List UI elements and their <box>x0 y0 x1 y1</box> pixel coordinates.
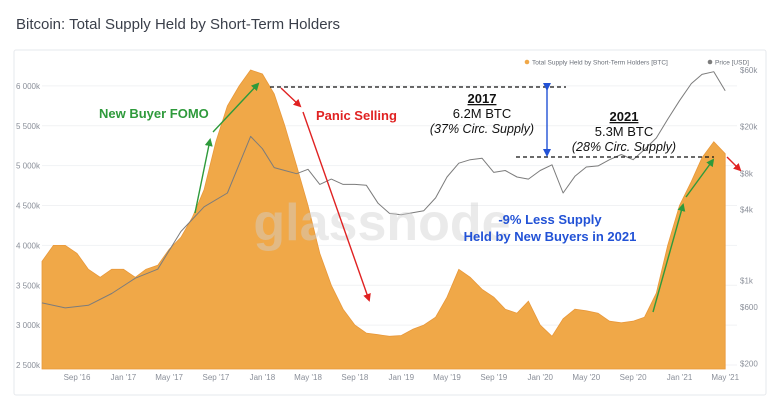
rebuy-arrow-1 <box>652 203 686 313</box>
legend-swatch-price <box>707 59 713 65</box>
y-left-tick-label: 3 000k <box>16 321 41 330</box>
y-left-tick-label: 5 500k <box>16 122 41 131</box>
y-right-tick-label: $600 <box>740 303 758 312</box>
rebuy-arrow-2 <box>685 158 715 198</box>
x-tick-label: May '19 <box>433 373 461 382</box>
x-tick-label: Jan '20 <box>527 373 553 382</box>
annotation-panic: Panic Selling <box>316 108 397 123</box>
page-title: Bitcoin: Total Supply Held by Short-Term… <box>16 16 341 33</box>
y-right-tick-label: $1k <box>740 277 754 286</box>
x-tick-label: Jan '17 <box>111 373 137 382</box>
annotation-2021-year: 2021 <box>610 109 639 124</box>
y-right-tick-label: $8k <box>740 170 754 179</box>
y-left-tick-label: 4 000k <box>16 241 41 250</box>
annotation-2017-year: 2017 <box>468 91 497 106</box>
supply-area <box>41 69 726 370</box>
x-tick-label: May '17 <box>155 373 183 382</box>
y-left-tick-label: 5 000k <box>16 162 41 171</box>
y-left-tick-label: 4 500k <box>16 202 41 211</box>
y-right-tick-label: $4k <box>740 205 754 214</box>
x-tick-label: Jan '19 <box>389 373 415 382</box>
x-tick-label: Jan '18 <box>250 373 276 382</box>
decline-arrow-2021 <box>726 156 742 172</box>
y-right-tick-label: $60k <box>740 66 758 75</box>
panic-arrow-2 <box>302 111 371 302</box>
annotation-less-supply-line-1: -9% Less Supply <box>498 212 602 227</box>
x-tick-label: May '20 <box>572 373 600 382</box>
panic-arrow-1 <box>280 87 302 108</box>
y-right-tick-label: $200 <box>740 360 758 369</box>
fomo-arrow-1 <box>194 138 213 214</box>
annotation-2021-value: 5.3M BTC <box>595 124 654 139</box>
price-line <box>41 71 726 309</box>
fomo-arrow-2 <box>212 82 260 133</box>
y-right-tick-label: $20k <box>740 122 758 131</box>
x-tick-label: Sep '17 <box>202 373 229 382</box>
annotation-2017-value: 6.2M BTC <box>453 106 512 121</box>
watermark: glassnode <box>253 194 510 252</box>
legend-label-price: Price [USD] <box>715 60 749 67</box>
x-tick-label: Sep '20 <box>620 373 647 382</box>
y-left-tick-label: 2 500k <box>16 361 41 370</box>
annotation-2017-pct: (37% Circ. Supply) <box>430 122 534 136</box>
legend-swatch-supply <box>524 59 530 65</box>
annotation-2021-pct: (28% Circ. Supply) <box>572 140 676 154</box>
annotation-fomo: New Buyer FOMO <box>99 106 209 121</box>
y-left-tick-label: 6 000k <box>16 82 41 91</box>
x-tick-label: May '21 <box>711 373 739 382</box>
x-tick-label: Jan '21 <box>667 373 693 382</box>
legend-label-supply: Total Supply Held by Short-Term Holders … <box>532 60 668 67</box>
x-tick-label: May '18 <box>294 373 322 382</box>
x-tick-label: Sep '16 <box>64 373 91 382</box>
x-tick-label: Sep '18 <box>341 373 368 382</box>
annotation-less-supply-line-2: Held by New Buyers in 2021 <box>464 229 637 244</box>
x-tick-label: Sep '19 <box>480 373 507 382</box>
y-left-tick-label: 3 500k <box>16 281 41 290</box>
